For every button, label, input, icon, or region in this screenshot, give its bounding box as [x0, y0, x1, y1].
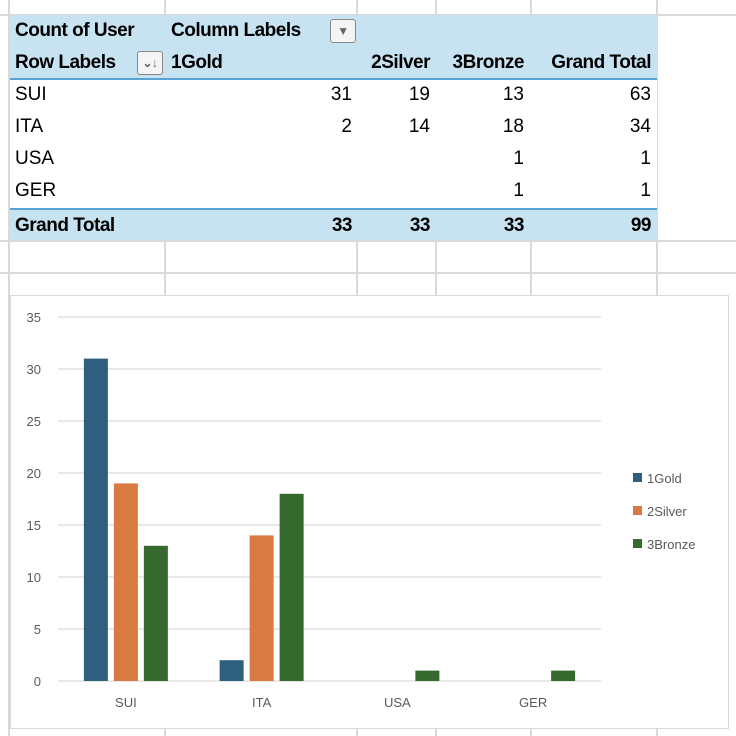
- row-label: USA: [15, 148, 55, 169]
- cell-bronze: 1: [513, 180, 524, 201]
- pivot-row: ITA 2 14 18 34: [10, 111, 657, 143]
- cell-total: 1: [640, 180, 651, 201]
- cell-total: 63: [629, 84, 651, 105]
- row-label: GER: [15, 180, 57, 201]
- legend-label[interactable]: 1Gold: [647, 471, 682, 486]
- pivot-table: Count of User Column Labels ▼ Row Labels…: [10, 15, 657, 240]
- y-tick-label: 20: [27, 466, 41, 481]
- y-tick-label: 25: [27, 414, 41, 429]
- x-tick-label: ITA: [252, 695, 272, 710]
- bar-1Gold-SUI[interactable]: [83, 358, 108, 681]
- legend-label[interactable]: 3Bronze: [647, 537, 695, 552]
- pivot-header-row-1: Count of User Column Labels ▼: [10, 15, 657, 47]
- y-tick-label: 15: [27, 518, 41, 533]
- grand-total-all: 99: [630, 215, 652, 236]
- bar-3Bronze-USA[interactable]: [415, 670, 440, 681]
- legend-label[interactable]: 2Silver: [647, 504, 687, 519]
- y-tick-label: 30: [27, 362, 41, 377]
- pivot-row: USA 1 1: [10, 143, 657, 175]
- grand-total-bronze: 33: [503, 215, 525, 236]
- col-header-bronze: 3Bronze: [452, 52, 525, 73]
- chart-svg: 0 5 10 15 20 25 30 35 SUI ITA USA GER 1Gold 2Silver 3B…: [27, 310, 696, 710]
- cell-total: 34: [629, 116, 651, 137]
- cell-gold: 2: [341, 116, 352, 137]
- y-tick-label: 0: [34, 674, 41, 689]
- col-header-gold: 1Gold: [171, 52, 223, 73]
- y-tick-label: 35: [27, 310, 41, 325]
- cell-bronze: 1: [513, 148, 524, 169]
- row-labels-header: Row Labels: [15, 52, 116, 73]
- cell-silver: 14: [408, 116, 430, 137]
- pivot-row: GER 1 1: [10, 175, 657, 207]
- row-label: SUI: [15, 84, 47, 105]
- bar-2Silver-SUI[interactable]: [113, 483, 138, 681]
- cell-gold: 31: [330, 84, 352, 105]
- y-tick-label: 5: [34, 622, 41, 637]
- grand-total-row: Grand Total 33 33 33 99: [10, 208, 657, 240]
- y-tick-label: 10: [27, 570, 41, 585]
- legend-swatch: [633, 473, 642, 482]
- dropdown-arrow-icon: ▼: [337, 24, 349, 38]
- row-label: ITA: [15, 116, 44, 137]
- clustered-column-chart[interactable]: 0 5 10 15 20 25 30 35 SUI ITA USA GER 1Gold 2Silver 3B…: [10, 295, 729, 729]
- grand-total-silver: 33: [409, 215, 431, 236]
- bar-3Bronze-GER[interactable]: [551, 670, 576, 681]
- bar-3Bronze-ITA[interactable]: [279, 493, 304, 681]
- x-tick-label: SUI: [115, 695, 137, 710]
- bar-2Silver-ITA[interactable]: [249, 535, 274, 681]
- value-field-label: Count of User: [15, 20, 135, 41]
- cell-total: 1: [640, 148, 651, 169]
- cell-silver: 19: [408, 84, 430, 105]
- legend-swatch: [633, 506, 642, 515]
- grand-total-label: Grand Total: [15, 215, 115, 236]
- bar-3Bronze-SUI[interactable]: [143, 545, 168, 681]
- pivot-row: SUI 31 19 13 63: [10, 79, 657, 111]
- grand-total-gold: 33: [331, 215, 353, 236]
- sort-filter-icon: ⌄↓: [142, 56, 158, 70]
- col-header-grand-total: Grand Total: [551, 52, 651, 73]
- cell-bronze: 18: [502, 116, 524, 137]
- bar-1Gold-ITA[interactable]: [219, 660, 244, 681]
- pivot-header-row-2: Row Labels ⌄↓ 1Gold 2Silver 3Bronze Gran…: [10, 47, 657, 80]
- col-header-silver: 2Silver: [371, 52, 430, 73]
- x-tick-label: USA: [384, 695, 411, 710]
- x-tick-label: GER: [519, 695, 547, 710]
- column-labels-header: Column Labels: [171, 20, 301, 41]
- legend-swatch: [633, 539, 642, 548]
- cell-bronze: 13: [502, 84, 524, 105]
- column-filter-dropdown[interactable]: ▼: [330, 19, 356, 43]
- row-sort-filter-button[interactable]: ⌄↓: [137, 51, 163, 75]
